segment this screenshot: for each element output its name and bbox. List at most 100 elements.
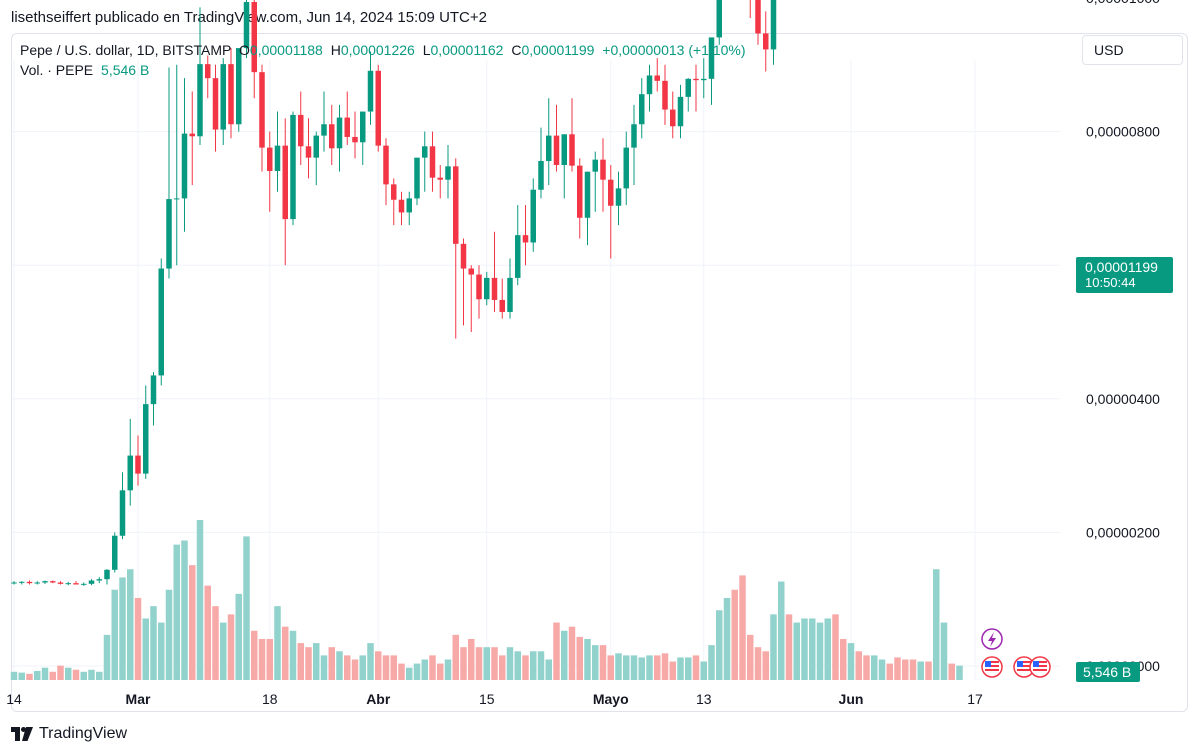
candle-down <box>491 231 498 312</box>
candle-down <box>437 165 443 199</box>
tradingview-brand[interactable]: TradingView <box>11 725 127 743</box>
candle-up <box>158 258 164 386</box>
volume-label: Vol. · PEPE <box>20 62 94 78</box>
volume-bar <box>793 622 800 680</box>
volume-bar <box>731 589 738 680</box>
us-flag-icon[interactable] <box>981 656 1003 678</box>
candle-body <box>654 75 660 81</box>
volume-bar <box>723 597 731 680</box>
candle-body <box>677 96 684 127</box>
candle-body <box>770 0 777 50</box>
close-label: C <box>511 42 522 58</box>
volume-value: 5,546 B <box>101 62 150 78</box>
candle-body <box>104 569 110 580</box>
volume-bar <box>925 661 932 680</box>
candle-up <box>104 569 110 585</box>
us-flag-icon[interactable] <box>1029 656 1051 678</box>
volume-bar <box>251 630 258 680</box>
volume-bar <box>142 618 149 680</box>
volume-bar <box>677 657 684 680</box>
volume-bar <box>452 634 459 680</box>
volume-bar <box>88 669 95 680</box>
volume-bar <box>173 544 180 680</box>
candle-body <box>445 166 451 180</box>
candle-body <box>631 124 637 148</box>
candle-up <box>88 579 95 586</box>
candle-down <box>259 64 265 172</box>
volume-bar <box>204 585 211 680</box>
volume-bar <box>785 614 793 680</box>
volume-bar <box>615 653 622 680</box>
volume-bar <box>700 661 707 680</box>
candle-down <box>205 55 211 99</box>
candle-body <box>26 581 33 584</box>
candles <box>11 0 777 586</box>
candle-down <box>344 91 350 145</box>
volume-bar <box>499 655 506 680</box>
volume-bar <box>289 630 297 680</box>
volume-bar <box>754 647 762 680</box>
candle-body <box>112 535 118 570</box>
volume-bar <box>320 655 328 680</box>
candle-down <box>453 158 459 339</box>
time-tick-label: 17 <box>967 691 983 707</box>
volume-bar <box>902 659 909 680</box>
volume-bar <box>592 645 599 680</box>
brand-name: TradingView <box>39 725 128 742</box>
candle-down <box>749 0 751 19</box>
candle-up <box>34 581 40 585</box>
volume-bar <box>816 622 824 680</box>
candle-body <box>119 490 126 536</box>
volume-bar <box>243 536 250 680</box>
volume-bar <box>181 540 188 680</box>
candle-down <box>553 104 560 172</box>
volume-bar <box>475 647 483 680</box>
lightning-icon[interactable] <box>981 628 1003 650</box>
low-value: 0,00001162 <box>430 42 504 58</box>
volume-bar <box>886 663 893 680</box>
candle-body <box>577 165 583 218</box>
candle-body <box>274 145 281 172</box>
volume-bar <box>832 614 839 680</box>
volume-bar <box>266 638 273 680</box>
volume-bar <box>607 655 614 680</box>
price-tick-label: 0,00000200 <box>1086 524 1160 540</box>
candle-up <box>290 111 296 226</box>
time-axis: 14 Mar 18 Abr 15 Mayo 13 Jun 17 <box>6 691 983 707</box>
volume-bar <box>367 643 374 680</box>
candle-up <box>243 0 250 59</box>
candle-body <box>530 189 536 243</box>
time-tick-label: 15 <box>479 691 495 707</box>
candle-body <box>398 199 405 213</box>
candle-up <box>708 37 715 105</box>
volume-bar <box>413 663 421 680</box>
candle-body <box>212 78 219 130</box>
volume-bar <box>669 661 676 680</box>
candle-body <box>150 375 157 405</box>
symbol-name[interactable]: Pepe / U.S. dollar, 1D, BITSTAMP <box>20 42 232 58</box>
candle-down <box>522 205 529 266</box>
price-tick-label: 0,00000400 <box>1086 391 1160 407</box>
volume-bar <box>429 655 436 680</box>
candle-body <box>460 243 467 269</box>
candle-body <box>623 147 629 189</box>
candle-body <box>522 235 529 243</box>
volume-bar <box>530 651 537 680</box>
candle-body <box>321 124 327 136</box>
volume-bar <box>49 671 56 680</box>
us-flag-icon[interactable] <box>1013 656 1035 678</box>
volume-tag-value: 5,546 B <box>1083 664 1131 680</box>
currency-button[interactable]: USD <box>1082 35 1183 65</box>
candle-body <box>615 188 622 206</box>
candle-body <box>205 64 211 79</box>
candle-down <box>73 581 79 585</box>
candle-down <box>460 238 467 326</box>
volume-bar <box>444 659 452 680</box>
tradingview-logo-icon <box>11 727 33 741</box>
volume-bar <box>57 665 64 680</box>
candle-body <box>476 274 482 300</box>
candle-down <box>577 158 583 239</box>
volume-bar <box>72 669 80 680</box>
candle-body <box>11 582 17 584</box>
